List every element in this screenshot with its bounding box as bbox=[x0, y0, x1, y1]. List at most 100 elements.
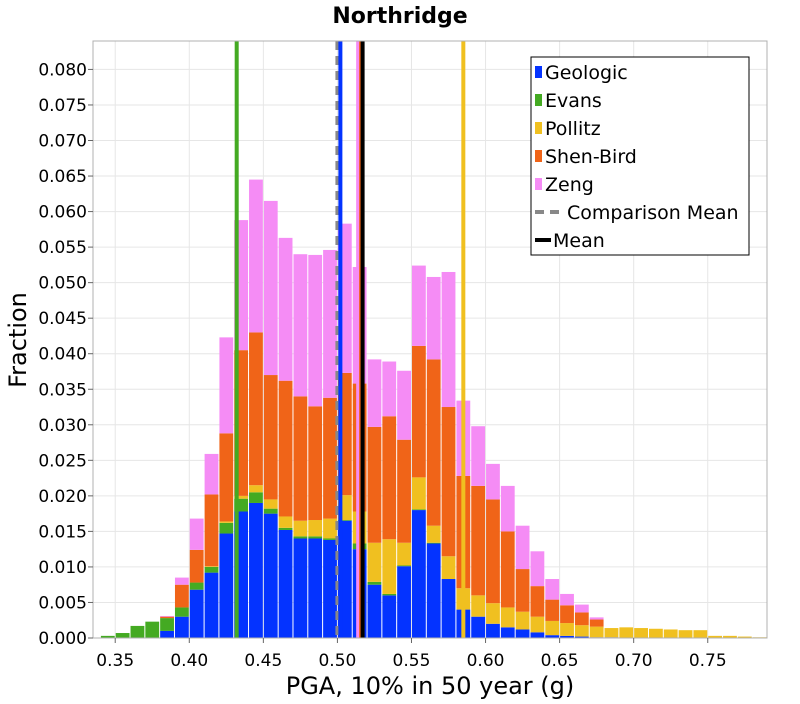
bar-shen-bird bbox=[530, 586, 545, 617]
bar-pollitz bbox=[515, 611, 530, 630]
bar-pollitz bbox=[367, 542, 382, 582]
y-tick-label: 0.000 bbox=[38, 629, 87, 649]
bar-geologic bbox=[515, 629, 530, 638]
bar-shen-bird bbox=[486, 499, 500, 604]
bar-pollitz bbox=[737, 636, 752, 638]
bar-zeng bbox=[515, 525, 530, 570]
bar-geologic bbox=[249, 502, 263, 638]
bar-geologic bbox=[204, 572, 219, 638]
legend-label-geologic: Geologic bbox=[545, 62, 628, 84]
bar-geologic bbox=[219, 533, 234, 638]
bar-evans bbox=[130, 625, 145, 638]
legend-label-zeng: Zeng bbox=[545, 174, 594, 196]
bar-geologic bbox=[293, 538, 308, 638]
bar-evans bbox=[145, 621, 160, 638]
bar-zeng bbox=[323, 249, 337, 398]
bar-geologic bbox=[411, 510, 426, 638]
bar-shen-bird bbox=[560, 605, 574, 624]
y-tick-label: 0.015 bbox=[38, 522, 87, 542]
bar-shen-bird bbox=[545, 599, 560, 621]
bar-shen-bird bbox=[367, 426, 382, 543]
bar-zeng bbox=[500, 485, 515, 532]
bar-pollitz bbox=[663, 629, 678, 638]
bar-pollitz bbox=[530, 616, 545, 633]
bar-evans bbox=[174, 607, 189, 617]
bar-zeng bbox=[471, 426, 486, 486]
bar-geologic bbox=[174, 616, 189, 638]
y-tick-label: 0.025 bbox=[38, 451, 87, 471]
y-tick-label: 0.005 bbox=[38, 593, 87, 613]
bar-evans bbox=[278, 527, 293, 530]
bar-geologic bbox=[382, 595, 397, 638]
bar-pollitz bbox=[486, 603, 500, 624]
legend-swatch-geologic bbox=[535, 66, 542, 78]
y-tick-label: 0.030 bbox=[38, 416, 87, 436]
bar-geologic bbox=[278, 529, 293, 638]
bar-pollitz bbox=[278, 516, 293, 528]
bar-pollitz bbox=[263, 499, 278, 509]
bar-shen-bird bbox=[278, 380, 293, 517]
legend-label-comparison-mean: Comparison Mean bbox=[567, 202, 739, 224]
bar-pollitz bbox=[426, 525, 441, 543]
bar-pollitz bbox=[471, 595, 486, 617]
bar-shen-bird bbox=[515, 569, 530, 612]
bar-zeng bbox=[189, 518, 204, 550]
plot-frame bbox=[92, 40, 768, 639]
bar-geologic bbox=[560, 635, 574, 638]
x-tick-label: 0.75 bbox=[689, 651, 727, 671]
bar-geologic bbox=[160, 630, 174, 638]
x-axis-label: PGA, 10% in 50 year (g) bbox=[286, 672, 575, 700]
bar-zeng bbox=[574, 604, 589, 613]
bar-geologic bbox=[545, 635, 560, 638]
x-axis: 0.35 0.40 0.45 0.50 0.55 0.60 0.65 0.70 0.75 bbox=[96, 638, 727, 671]
bar-pollitz bbox=[574, 625, 589, 637]
bar-evans bbox=[397, 565, 411, 567]
bar-pollitz bbox=[323, 518, 337, 539]
bar-zeng bbox=[441, 271, 456, 408]
bar-evans bbox=[337, 520, 352, 521]
bar-evans bbox=[382, 593, 397, 596]
bar-shen-bird bbox=[160, 616, 174, 619]
bar-evans bbox=[189, 582, 204, 590]
y-tick-label: 0.060 bbox=[38, 203, 87, 223]
legend-label-evans: Evans bbox=[545, 90, 602, 112]
y-tick-label: 0.045 bbox=[38, 309, 87, 329]
y-tick-label: 0.080 bbox=[38, 60, 87, 80]
bar-zeng bbox=[308, 254, 323, 407]
bar-evans bbox=[293, 536, 308, 539]
bar-geologic bbox=[308, 538, 323, 638]
bar-zeng bbox=[278, 237, 293, 381]
bar-zeng bbox=[426, 276, 441, 360]
bar-geologic bbox=[397, 566, 411, 638]
bar-geologic bbox=[486, 623, 500, 638]
bar-evans bbox=[426, 542, 441, 544]
bar-geologic bbox=[500, 627, 515, 638]
bar-shen-bird bbox=[382, 416, 397, 540]
y-tick-label: 0.050 bbox=[38, 274, 87, 294]
x-tick-label: 0.45 bbox=[244, 651, 282, 671]
bar-evans bbox=[308, 536, 323, 539]
bar-pollitz bbox=[397, 542, 411, 566]
bar-pollitz bbox=[678, 630, 693, 638]
bar-geologic bbox=[367, 584, 382, 638]
y-tick-label: 0.075 bbox=[38, 96, 87, 116]
bar-shen-bird bbox=[589, 619, 604, 627]
bar-zeng bbox=[545, 579, 560, 600]
bar-pollitz bbox=[693, 630, 708, 638]
reference-lines bbox=[234, 41, 466, 638]
legend-swatch-evans bbox=[535, 94, 542, 106]
bar-shen-bird bbox=[574, 612, 589, 626]
bar-pollitz bbox=[219, 521, 234, 523]
bar-zeng bbox=[382, 361, 397, 417]
bar-geologic bbox=[263, 513, 278, 638]
bar-zeng bbox=[160, 615, 174, 617]
bar-zeng bbox=[204, 453, 219, 495]
bar-zeng bbox=[174, 577, 189, 585]
bar-shen-bird bbox=[397, 439, 411, 543]
bar-shen-bird bbox=[204, 494, 219, 567]
bar-evans bbox=[411, 509, 426, 511]
x-tick-label: 0.70 bbox=[615, 651, 653, 671]
bar-pollitz bbox=[723, 635, 737, 638]
y-tick-label: 0.070 bbox=[38, 132, 87, 152]
